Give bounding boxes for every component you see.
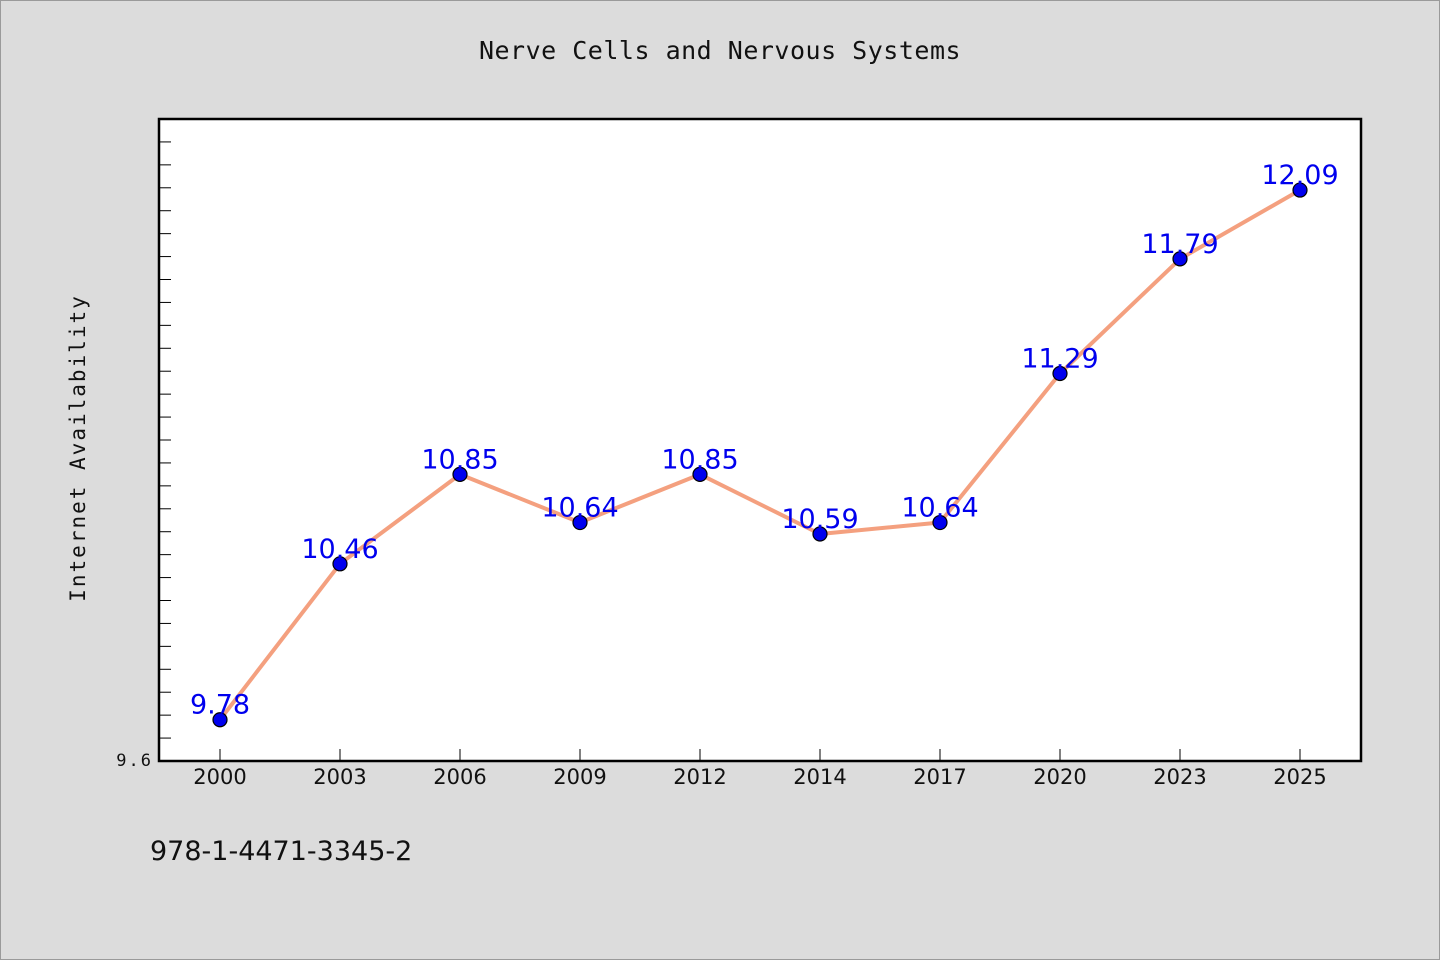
isbn-footer: 978-1-4471-3345-2 (150, 836, 413, 867)
x-tick-label: 2000 (193, 765, 246, 789)
data-point-marker (1172, 251, 1188, 267)
data-value-label: 11.79 (1141, 229, 1218, 260)
data-value-label: 10.46 (301, 534, 378, 565)
data-value-label: 10.85 (661, 444, 738, 475)
x-tick-label: 2009 (553, 765, 606, 789)
data-point-marker (812, 526, 828, 542)
x-tick-label: 2023 (1153, 765, 1206, 789)
x-tick-label: 2012 (673, 765, 726, 789)
data-point-marker (1292, 182, 1308, 198)
data-value-label: 10.64 (901, 493, 978, 524)
series-line (218, 188, 1302, 722)
data-value-label: 11.29 (1021, 344, 1098, 375)
data-point-marker (212, 712, 228, 728)
plot-area (157, 117, 1363, 763)
x-tick-label: 2006 (433, 765, 486, 789)
x-tick-label: 2003 (313, 765, 366, 789)
data-point-marker (452, 466, 468, 482)
y-tick-label: 9.6 (116, 751, 153, 771)
x-tick-label: 2025 (1273, 765, 1326, 789)
data-point-marker (332, 556, 348, 572)
x-tick-label: 2017 (913, 765, 966, 789)
y-axis-ticks: 9.6 (116, 141, 171, 771)
x-axis-ticks: 2000 2003 2006 2009 2012 2014 2017 2020 2023 2025 (193, 749, 1327, 789)
data-value-label: 12.09 (1261, 160, 1338, 191)
data-value-label: 10.59 (781, 504, 858, 535)
x-tick-label: 2014 (793, 765, 846, 789)
data-value-label: 10.64 (541, 493, 618, 524)
chart-title: Nerve Cells and Nervous Systems (478, 36, 962, 65)
data-point-marker (572, 514, 588, 531)
data-point-marker (932, 514, 948, 531)
data-point-marker (692, 466, 708, 482)
x-tick-label: 2020 (1033, 765, 1086, 789)
data-point-marker (1052, 365, 1068, 382)
series-group: 9.78 10.46 10.85 10.64 10.85 10.59 10.64 11.29 1… (190, 160, 1339, 728)
data-value-label: 10.85 (421, 444, 498, 475)
data-value-label: 9.78 (190, 690, 250, 721)
